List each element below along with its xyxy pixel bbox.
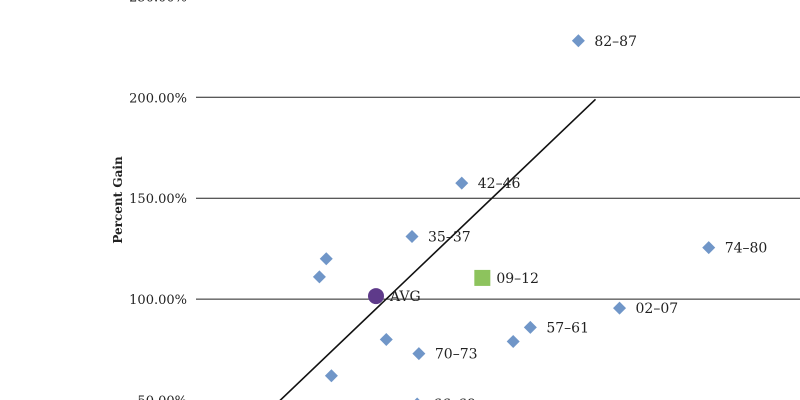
point-label: 42–46 bbox=[478, 176, 521, 192]
diamond-point bbox=[523, 320, 537, 334]
diamond-point bbox=[506, 334, 520, 348]
diamond-point bbox=[312, 270, 326, 284]
point-label: AVG bbox=[389, 289, 421, 305]
point-label: 82–87 bbox=[594, 34, 637, 50]
point-label: 57–61 bbox=[546, 320, 589, 336]
diamond-point bbox=[379, 332, 393, 346]
point-label: 66–68 bbox=[433, 397, 476, 400]
point-label: 74–80 bbox=[725, 241, 768, 257]
diamond-point bbox=[414, 397, 420, 400]
y-tick-label: 200.00% bbox=[129, 91, 187, 106]
diamond-point bbox=[455, 176, 469, 190]
point-label: 09–12 bbox=[496, 271, 539, 287]
trendline bbox=[279, 98, 597, 400]
diamond-point bbox=[613, 301, 627, 315]
grid-lines bbox=[196, 96, 800, 300]
y-tick-label: 150.00% bbox=[129, 192, 187, 207]
y-tick-labels: 50.00% 100.00% 150.00% 200.00% 250.00% bbox=[129, 0, 187, 400]
diamond-point bbox=[571, 34, 585, 48]
trendline-line bbox=[279, 98, 597, 400]
point-labels: 82–87 42–46 35–37 74–80 02–07 57–61 70–73 66–68… bbox=[389, 34, 767, 400]
point-label: 35–37 bbox=[428, 230, 471, 246]
data-points bbox=[312, 34, 716, 400]
current-point bbox=[474, 269, 491, 286]
point-label: 02–07 bbox=[636, 301, 679, 317]
diamond-point bbox=[412, 347, 426, 361]
y-tick-label: 250.00% bbox=[129, 0, 187, 5]
y-tick-label: 50.00% bbox=[137, 394, 187, 400]
point-label: 70–73 bbox=[435, 347, 478, 363]
y-axis-title: Percent Gain bbox=[111, 156, 125, 244]
diamond-point bbox=[702, 241, 716, 255]
diamond-point bbox=[319, 252, 333, 266]
diamond-point bbox=[324, 369, 338, 383]
avg-point bbox=[368, 288, 384, 305]
diamond-point bbox=[405, 230, 419, 244]
y-tick-label: 100.00% bbox=[129, 293, 187, 308]
